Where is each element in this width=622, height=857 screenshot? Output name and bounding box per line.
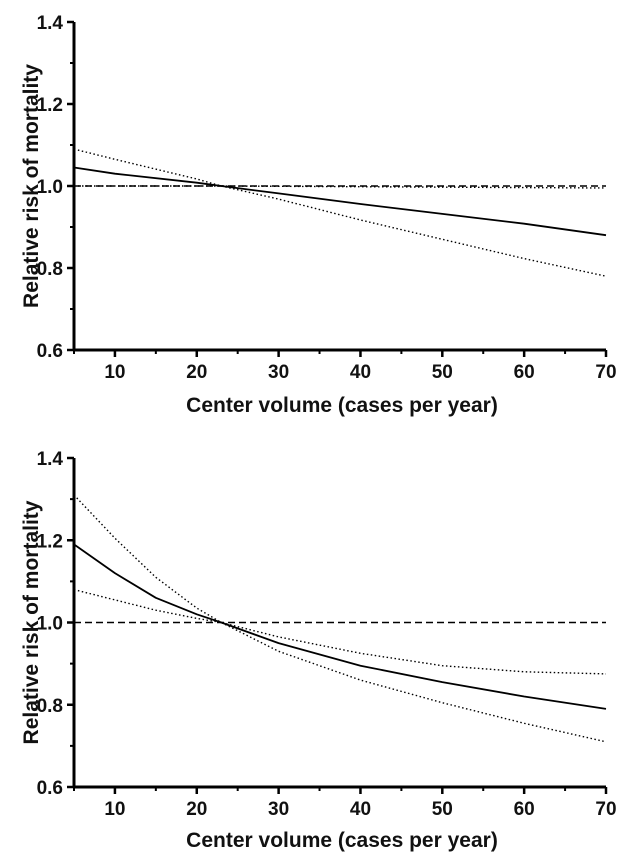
x-axis-title: Center volume (cases per year): [186, 394, 498, 417]
chart-panel-2: 0.6 0.8 1.0 1.2 1.4 10 20 30 40 50 60 70 Center volu…: [20, 449, 617, 852]
x-tick-label: 60: [514, 799, 535, 820]
y-tick-label: 0.6: [37, 778, 63, 799]
x-tick-label: 70: [595, 362, 616, 383]
x-tick-label: 60: [514, 362, 535, 383]
x-tick-label: 30: [268, 799, 289, 820]
y-tick-label: 0.8: [37, 696, 63, 717]
x-tick-label: 30: [268, 362, 289, 383]
x-tick-label: 10: [104, 799, 125, 820]
y-tick-label: 1.4: [37, 449, 64, 470]
series-line-dotted-2: [73, 494, 607, 743]
x-tick-label: 20: [186, 799, 207, 820]
series-line-solid-1: [73, 166, 607, 237]
x-tick-label: 50: [432, 362, 453, 383]
y-tick-label: 0.6: [37, 341, 63, 362]
y-axis-title: Relative risk of mortality: [20, 500, 43, 744]
series-line-dotted-3: [73, 588, 607, 675]
x-tick-label: 50: [432, 799, 453, 820]
chart-panel-1: 0.6 0.8 1.0 1.2 1.4 10 20 30 40 50 60 70 Center volu…: [20, 13, 617, 417]
x-axis-title: Center volume (cases per year): [186, 829, 498, 852]
y-tick-label: 0.8: [37, 259, 63, 280]
x-tick-label: 20: [186, 362, 207, 383]
y-axis-title: Relative risk of mortality: [20, 64, 43, 308]
series-line-dotted-2: [73, 148, 607, 277]
x-tick-label: 70: [595, 799, 616, 820]
x-tick-label: 40: [350, 362, 371, 383]
y-tick-label: 1.0: [37, 177, 63, 198]
y-tick-label: 1.2: [37, 531, 63, 552]
x-tick-label: 10: [104, 362, 125, 383]
series-line-solid-1: [73, 543, 607, 710]
y-tick-label: 1.2: [37, 95, 63, 116]
y-tick-label: 1.0: [37, 614, 63, 635]
y-tick-label: 1.4: [37, 13, 64, 34]
x-tick-label: 40: [350, 799, 371, 820]
